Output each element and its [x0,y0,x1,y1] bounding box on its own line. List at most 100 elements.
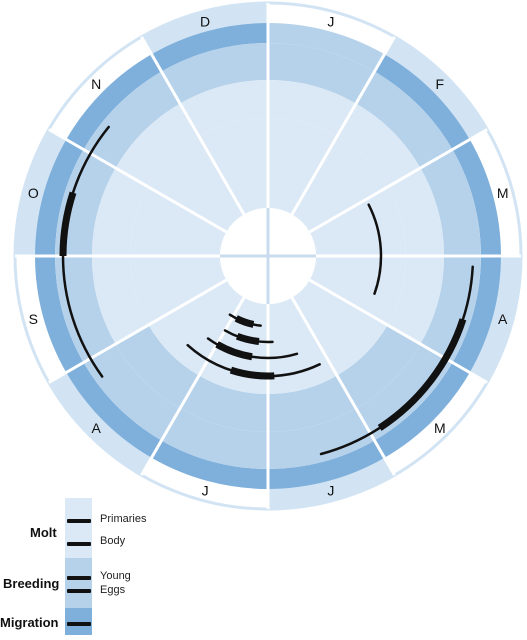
breeding-band-dec [161,43,268,104]
month-label-jun: J [327,483,334,499]
migration-band-may [374,362,470,458]
inner-band-may [292,280,388,376]
legend: Primaries Body Young Eggs Molt Breeding … [0,495,200,640]
breeding-band-jul [161,408,268,469]
legend-swatch-molt [65,498,92,558]
migration-band-feb [374,54,470,150]
migration-band-dec [151,23,268,72]
month-labels: J F M A M J J A S O N D [28,13,509,498]
migration-band-jan [268,23,385,72]
molt-band-aug [115,325,199,409]
inner-band-nov [148,136,244,232]
breeding-band-may [356,344,453,441]
breeding-band-feb [356,71,453,168]
month-label-aug: A [92,420,102,436]
activity-rings [35,23,501,489]
month-segment-mar [469,129,521,256]
legend-bar-body [67,542,91,546]
activity-bar-primaries [234,315,255,328]
activity-bar-migration [377,318,467,431]
migration-band-mar [452,139,501,256]
legend-bar-young [67,576,91,580]
month-segment-may [384,372,488,476]
month-segment-jan [268,3,395,55]
month-label-feb: F [436,76,445,92]
migration-band-apr [452,256,501,373]
month-segment-feb [384,36,488,140]
month-segment-aug [48,372,152,476]
month-dividers [15,3,521,509]
inner-band-jun [268,297,337,394]
activity-bar-migration [59,191,77,257]
migration-band-nov [66,54,162,150]
legend-swatch-migration [65,608,92,635]
month-label-jan: J [327,13,334,29]
legend-color-strip [65,498,92,635]
breeding-band-jan [268,43,375,104]
activity-line-feb_molt [367,203,383,295]
molt-band-nov [115,103,199,187]
breeding-band-nov [83,71,180,168]
month-divider [308,278,488,384]
inner-band-oct [130,187,227,256]
month-label-sep: S [29,311,38,327]
legend-bar-primaries [67,519,91,523]
migration-band-aug [66,362,162,458]
legend-label-young: Young [100,570,131,582]
inner-band-sep [130,256,227,325]
breeding-band-mar [420,149,481,256]
legend-swatch-breeding [65,558,92,608]
activity-bar-body [235,332,260,346]
inner-band-apr [309,256,406,325]
month-divider [48,128,228,234]
month-label-jul: J [202,483,209,499]
breeding-band-apr [420,256,481,363]
molt-band-mar [387,168,444,256]
molt-band-jun [268,375,356,432]
legend-group-molt: Molt [30,525,57,540]
month-segment-apr [469,256,521,383]
molt-band-dec [180,80,268,137]
migration-band-sep [35,256,84,373]
month-segment-jul [141,457,268,509]
legend-label-body: Body [100,535,126,547]
month-segment-oct [15,129,67,256]
month-segment-sep [15,256,67,383]
month-segment-nov [48,36,152,140]
legend-group-migration: Migration [0,615,59,630]
month-divider [308,128,488,234]
annual-cycle-wheel: J F M A M J J A S O N D [13,1,523,511]
migration-band-oct [35,139,84,256]
month-label-apr: A [498,311,508,327]
month-segment-dec [141,3,268,55]
inner-band-jan [268,118,337,215]
inner-band-aug [148,280,244,376]
month-label-mar: M [497,185,509,201]
month-segment-jun [268,457,395,509]
inner-band-mar [309,187,406,256]
legend-label-primaries: Primaries [100,513,147,525]
migration-band-jun [268,440,385,489]
breeding-band-aug [83,344,180,441]
molt-band-jan [268,80,356,137]
activity-bars [59,125,474,456]
month-divider [140,36,246,216]
month-divider [140,296,246,476]
legend-bar-migration [67,622,91,626]
inner-band-dec [199,118,268,215]
month-divider [290,296,396,476]
month-divider [48,278,228,384]
legend-label-eggs: Eggs [100,584,126,596]
activity-bar-eggs [229,366,275,380]
inner-band-feb [292,136,388,232]
breeding-band-jun [268,408,375,469]
molt-band-feb [337,103,421,187]
month-label-oct: O [28,185,39,201]
breeding-band-sep [55,256,116,363]
legend-bar-eggs [67,589,91,593]
legend-group-breeding: Breeding [3,576,60,591]
breeding-band-oct [55,149,116,256]
molt-band-sep [92,256,149,344]
migration-band-jul [151,440,268,489]
month-label-may: M [434,420,446,436]
